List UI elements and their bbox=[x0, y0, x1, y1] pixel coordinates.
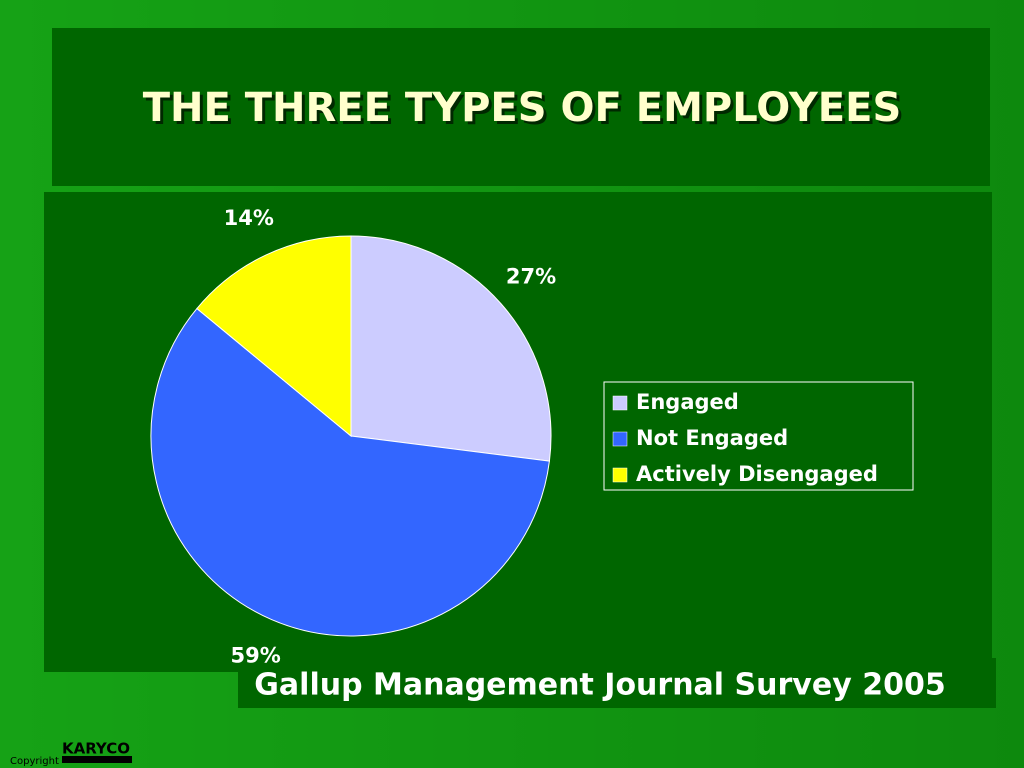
legend-box bbox=[603, 381, 914, 491]
caption-panel bbox=[238, 658, 996, 708]
legend-swatch bbox=[612, 395, 628, 411]
pie-slice bbox=[350, 235, 552, 462]
chart-title: THE THREE TYPES OF EMPLOYEES bbox=[143, 85, 902, 131]
data-label: 27% bbox=[506, 264, 556, 288]
pie-slice bbox=[150, 307, 550, 637]
title-panel bbox=[52, 28, 990, 186]
data-label: 14% bbox=[224, 206, 274, 230]
legend-label: Not Engaged bbox=[636, 426, 788, 450]
copyright: Copyright bbox=[10, 756, 59, 767]
pie-slice bbox=[196, 235, 352, 438]
title-shadow: THE THREE TYPES OF EMPLOYEES bbox=[146, 88, 905, 134]
caption: Gallup Management Journal Survey 2005 bbox=[254, 668, 945, 703]
legend-label: Actively Disengaged bbox=[636, 462, 878, 486]
legend-swatch bbox=[612, 431, 628, 447]
data-label: 59% bbox=[231, 643, 281, 667]
legend-swatch bbox=[612, 467, 628, 483]
logo: KARYCO bbox=[62, 740, 130, 758]
logo-bar bbox=[62, 756, 132, 763]
legend-label: Engaged bbox=[636, 390, 739, 414]
